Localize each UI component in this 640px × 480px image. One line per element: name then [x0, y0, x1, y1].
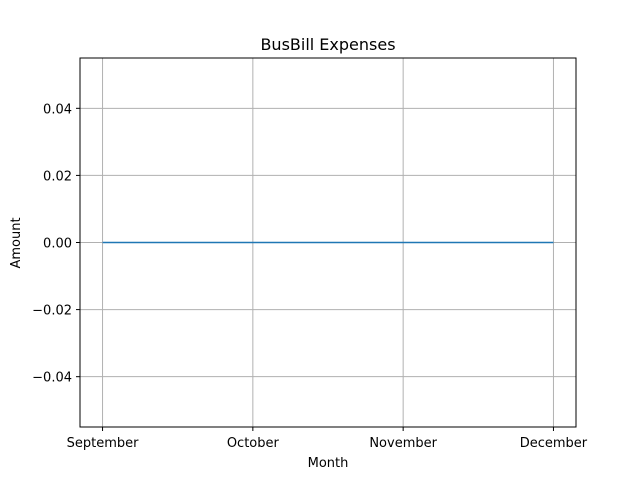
y-tick-label: −0.02	[32, 304, 72, 319]
x-tick-label: September	[67, 436, 140, 451]
y-axis-ticks: −0.04 −0.02 0.00 0.02 0.04	[32, 102, 80, 386]
x-axis-ticks: September October November December	[67, 427, 588, 451]
y-tick-label: 0.04	[43, 102, 72, 117]
y-tick-label: 0.00	[43, 237, 72, 252]
x-tick-label: December	[520, 436, 588, 451]
y-axis-label: Amount	[9, 217, 24, 268]
y-tick-label: 0.02	[43, 169, 72, 184]
x-axis-label: Month	[308, 456, 349, 471]
y-tick-label: −0.04	[32, 371, 72, 386]
x-tick-label: November	[369, 436, 437, 451]
x-tick-label: October	[227, 436, 280, 451]
chart-title: BusBill Expenses	[260, 35, 395, 54]
